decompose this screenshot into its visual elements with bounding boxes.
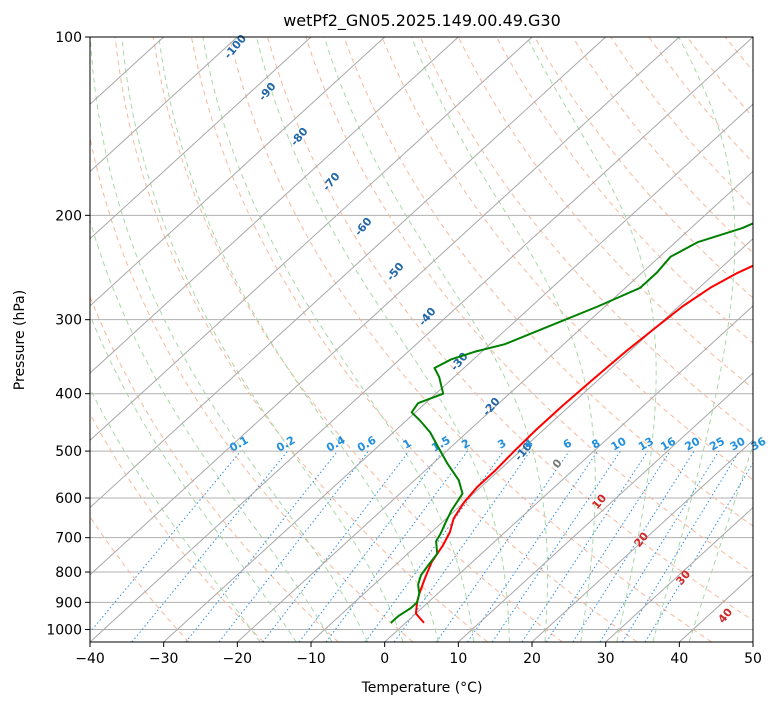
isotherm-line (90, 37, 680, 576)
y-tick-label: 500 (55, 444, 82, 460)
y-tick-label: 800 (55, 565, 82, 581)
moist-adiabat-line (158, 37, 439, 642)
isotherm-line (752, 641, 753, 642)
y-tick-label: 400 (55, 387, 82, 403)
dry-adiabat-line (190, 37, 638, 642)
isotherm-line (90, 37, 753, 642)
isotherm-line (90, 37, 312, 240)
x-axis-ticks: −40 −30 −20 −10 0 10 20 30 40 50 (75, 642, 762, 667)
dry-adiabat-line (305, 37, 753, 574)
dry-adiabat-line (114, 37, 488, 642)
y-axis-label: Pressure (hPa) (12, 290, 28, 390)
dry-adiabat-line (90, 515, 190, 642)
y-tick-label: 900 (55, 595, 82, 611)
isotherm-line (457, 372, 753, 642)
mixing-ratio-line (467, 450, 599, 642)
x-tick-label: −10 (296, 651, 326, 667)
isotherm-line (605, 506, 753, 642)
x-tick-label: −40 (75, 651, 105, 667)
mixing-ratio-line (90, 450, 242, 633)
x-tick-label: 0 (380, 651, 389, 667)
mixing-ratio-line (435, 450, 570, 642)
moist-adiabat-line (202, 37, 475, 642)
x-tick-label: −20 (223, 651, 253, 667)
moist-adiabat-line (90, 37, 369, 642)
isotherm-line (310, 237, 753, 642)
mixing-ratio-line (572, 450, 695, 642)
mixing-ratio-line (621, 450, 740, 642)
dry-adiabat-line (152, 37, 563, 642)
dry-adiabat-line (90, 295, 339, 642)
plot-frame (89, 36, 754, 643)
x-axis-label: Temperature (°C) (361, 680, 483, 696)
isotherm-line (90, 37, 607, 509)
x-tick-label: 50 (744, 651, 762, 667)
x-tick-label: 10 (449, 651, 467, 667)
moist-adiabat-line (688, 443, 753, 642)
y-tick-label: 1000 (46, 622, 82, 638)
y-tick-label: 600 (55, 491, 82, 507)
dry-adiabat-line (495, 37, 753, 344)
dry-adiabat-line (90, 412, 264, 642)
dry-adiabat-line (229, 37, 712, 642)
moist-adiabat-line (121, 37, 404, 642)
y-tick-label: 700 (55, 531, 82, 547)
dry-adiabat-line (763, 37, 775, 642)
isotherm-line (163, 103, 753, 642)
x-tick-label: 30 (597, 651, 615, 667)
mixing-ratio-line (599, 450, 720, 642)
isotherm-line (236, 170, 753, 642)
moist-adiabat-line (323, 37, 548, 642)
isotherm-line (90, 37, 459, 374)
mixing-ratio-line (262, 450, 410, 642)
y-tick-label: 100 (55, 30, 82, 46)
moist-adiabat-line (90, 387, 261, 642)
isotherm-line (90, 37, 386, 307)
mixing-ratio-line (218, 450, 369, 642)
x-tick-label: −30 (149, 651, 179, 667)
y-axis-ticks: 100 200 300 400 500 600 700 800 900 1000 (46, 30, 90, 638)
moist-adiabat-line (411, 37, 596, 642)
background-lines (90, 37, 775, 642)
x-tick-label: 20 (523, 651, 541, 667)
isotherm-line (90, 37, 238, 173)
dry-adiabat-line (267, 37, 753, 622)
y-tick-label: 200 (55, 208, 82, 224)
mixing-ratio-line (393, 450, 531, 642)
mixing-ratio-line (131, 450, 288, 642)
dewpoint-profile-line (390, 222, 753, 624)
mixing-ratio-line (644, 461, 753, 642)
x-tick-label: 40 (670, 651, 688, 667)
y-tick-label: 300 (55, 313, 82, 329)
dry-adiabat-line (343, 37, 753, 527)
isotherm-line (90, 37, 533, 442)
dry-adiabat-line (457, 37, 753, 389)
isotherm-line (531, 439, 753, 642)
isotherm-line (384, 305, 753, 642)
moist-adiabat-line (90, 313, 297, 642)
mixing-ratio-line (185, 450, 338, 642)
sounding-profiles (390, 222, 753, 624)
moist-adiabat-line (652, 37, 736, 642)
moist-adiabat-line (256, 37, 510, 642)
chart-title: wetPf2_GN05.2025.149.00.49.G30 (283, 11, 561, 31)
moist-adiabat-line (90, 218, 333, 642)
